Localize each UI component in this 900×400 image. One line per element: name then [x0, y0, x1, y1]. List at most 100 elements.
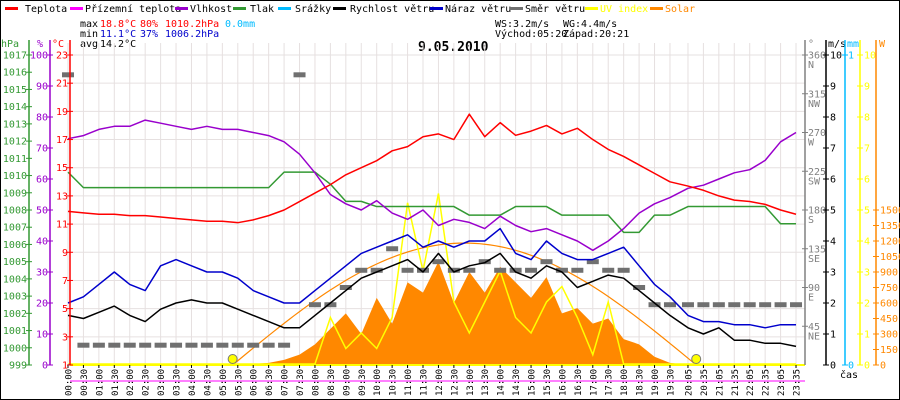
x-tick-label: 12:00: [435, 369, 445, 396]
wind-direction-mark: [463, 267, 476, 273]
plot-area: [62, 72, 803, 366]
wind-direction-mark: [633, 285, 646, 290]
x-tick-label: 02:30: [142, 369, 152, 396]
temperature-tick-label: 11: [56, 220, 68, 231]
x-tick-label: 04:30: [203, 369, 213, 396]
direction-compass-label: S: [808, 215, 814, 226]
wind-direction-mark: [697, 302, 710, 308]
uv-tick-label: 2: [864, 299, 870, 310]
stat-avg-temp: 14.2°C: [100, 39, 136, 50]
wind-direction-mark: [681, 302, 694, 308]
legend-swatch-8: [585, 7, 598, 10]
x-tick-label: 11:00: [404, 369, 414, 396]
pressure-tick-label: 1017: [3, 51, 27, 62]
pressure-tick-label: 1006: [3, 240, 27, 251]
humidity-tick-label: 50: [36, 206, 48, 217]
temperature-tick-label: 21: [56, 79, 68, 90]
humidity-axis-unit: %: [37, 39, 43, 50]
temperature-axis-unit: °C: [52, 39, 64, 50]
x-tick-label: 17:00: [589, 369, 599, 396]
stat-wind-gust: WG:4.4m/s: [563, 19, 617, 30]
legend-swatch-2: [175, 7, 188, 10]
stat-max-temp: 18.8°C: [100, 19, 136, 30]
wind-direction-mark: [154, 342, 167, 348]
humidity-tick-label: 70: [36, 144, 48, 155]
wind-direction-mark: [262, 342, 275, 348]
humidity-tick-label: 10: [36, 330, 48, 341]
x-tick-label: 04:00: [188, 369, 198, 396]
wind-tick-label: 3: [830, 268, 836, 279]
wind-direction-mark: [293, 72, 306, 78]
x-tick-label: 13:30: [481, 369, 491, 396]
temperature-tick-label: 3: [62, 332, 68, 343]
legend-label-5: Rychlost větru: [350, 3, 434, 15]
legend-swatch-0: [5, 7, 18, 10]
wind-direction-mark: [571, 267, 584, 273]
wind-direction-mark: [278, 342, 291, 348]
solar-tick-label: 300: [880, 330, 898, 341]
wind-direction-mark: [139, 342, 152, 348]
legend-label-0: Teplota: [25, 4, 67, 15]
wind-tick-label: 2: [830, 299, 836, 310]
solar-tick-label: 600: [880, 299, 898, 310]
temperature-tick-label: 1: [62, 361, 68, 372]
temperature-tick-label: 19: [56, 107, 68, 118]
legend-swatch-6: [430, 7, 443, 10]
humidity-tick-label: 90: [36, 82, 48, 93]
x-tick-label: 00:00: [65, 369, 75, 396]
pressure-tick-label: 1005: [3, 257, 27, 268]
pressure-tick-label: 1000: [3, 343, 27, 354]
wind-direction-mark: [308, 302, 321, 308]
stat-avg-label: avg: [80, 39, 98, 50]
x-tick-label: 10:00: [373, 369, 383, 396]
legend-label-2: Vlhkost: [190, 4, 232, 15]
rain-tick-label: 1: [848, 51, 854, 62]
wind-direction-mark: [525, 267, 538, 273]
stat-sunrise: Východ:05:20: [495, 28, 567, 40]
legend-swatch-3: [233, 7, 246, 10]
wind-direction-mark: [170, 342, 183, 348]
x-tick-label: 18:30: [636, 369, 646, 396]
wind-axis-unit: m/s: [828, 39, 846, 50]
pressure-tick-label: 1012: [3, 137, 27, 148]
temperature-tick-label: 17: [56, 135, 68, 146]
wind-direction-mark: [339, 285, 352, 290]
wind-direction-mark: [774, 302, 787, 308]
solar-tick-label: 900: [880, 268, 898, 279]
wind-direction-mark: [62, 72, 74, 78]
wind-direction-mark: [478, 259, 491, 265]
series-wind-gust: [67, 227, 797, 329]
temperature-tick-label: 5: [62, 304, 68, 315]
x-tick-label: 01:00: [95, 369, 105, 396]
x-tick-label: 06:30: [265, 369, 275, 396]
x-tick-label: 09:00: [342, 369, 352, 396]
direction-tick-label: 270: [808, 128, 826, 139]
pressure-tick-label: 1007: [3, 223, 27, 234]
direction-tick-label: 360: [808, 51, 826, 62]
stat-min-press: 1006.2hPa: [165, 29, 219, 40]
uv-tick-label: 1: [864, 330, 870, 341]
sunrise-marker: [227, 354, 238, 364]
stat-wind-speed: WS:3.2m/s: [495, 19, 549, 30]
solar-tick-label: 1200: [880, 237, 900, 248]
wind-direction-mark: [77, 342, 90, 348]
wind-direction-mark: [123, 342, 136, 348]
axes: 00:00 00:30 01:00 01:30 02:00 02:30 03:00 03:30…: [1, 39, 900, 396]
legend-swatch-9: [650, 7, 663, 10]
direction-tick-label: 180: [808, 206, 826, 217]
direction-compass-label: NW: [808, 99, 821, 110]
legend-label-1: Přízemní teplota: [85, 3, 181, 15]
solar-tick-label: 150: [880, 345, 898, 356]
x-tick-label: 22:05: [746, 369, 756, 396]
rain-tick-label: 0: [848, 361, 854, 372]
legend-label-6: Náraz větru: [445, 3, 511, 15]
pressure-tick-label: 1016: [3, 68, 27, 79]
wind-direction-mark: [370, 267, 383, 273]
pressure-tick-label: 1002: [3, 309, 27, 320]
wind-direction-mark: [540, 259, 553, 265]
stat-max-press: 1010.2hPa: [165, 19, 219, 30]
direction-compass-label: E: [808, 293, 814, 304]
pressure-tick-label: 1014: [3, 102, 27, 113]
wind-direction-mark: [185, 342, 198, 348]
rain-axis-unit: mm: [847, 39, 859, 50]
